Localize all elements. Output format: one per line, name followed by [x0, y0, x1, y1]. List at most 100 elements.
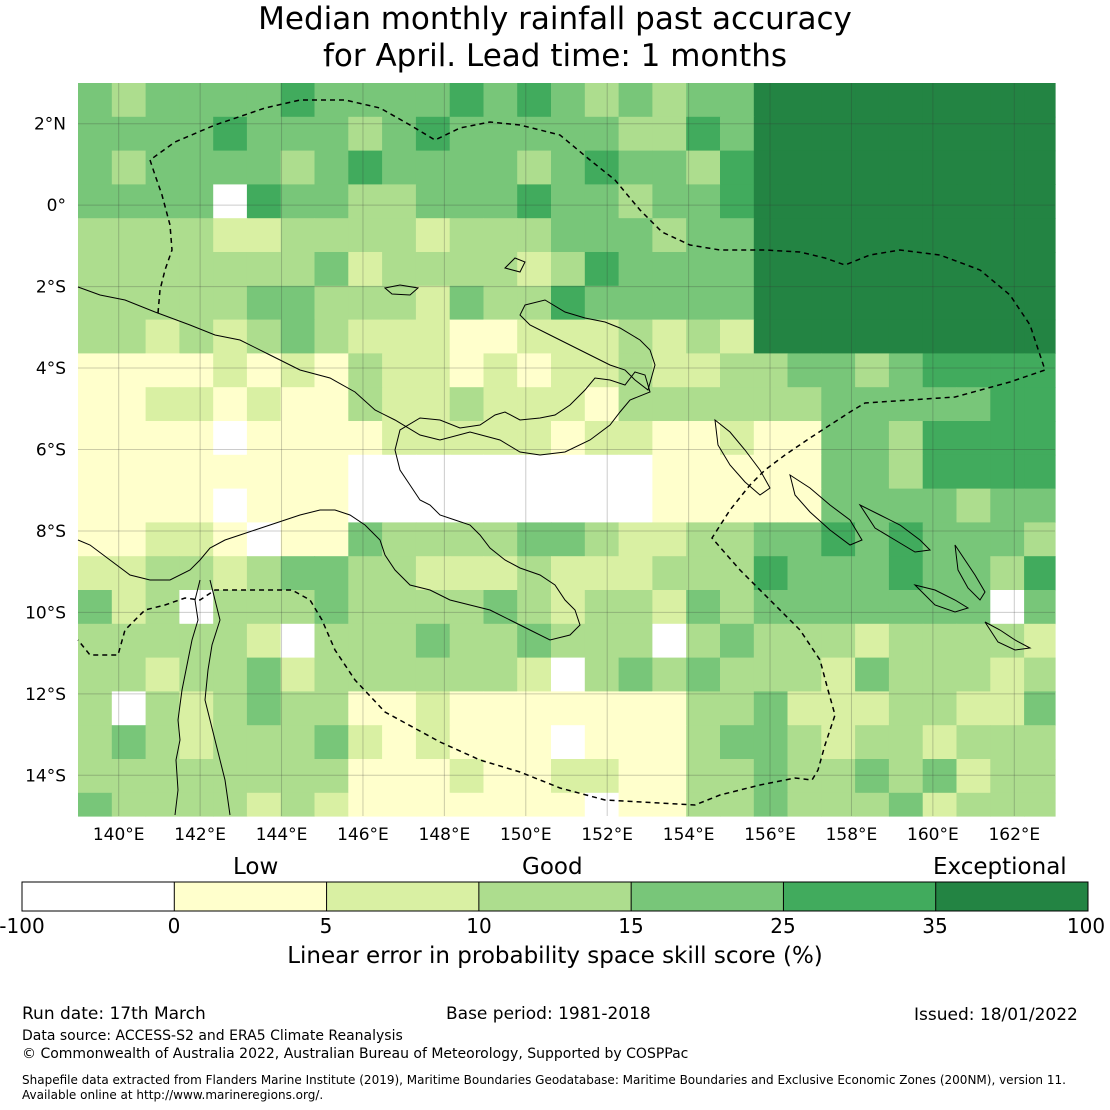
grid-cell	[855, 150, 890, 185]
grid-cell	[551, 623, 586, 659]
grid-cell	[348, 725, 383, 760]
grid-cell	[449, 454, 485, 490]
grid-cell	[483, 657, 518, 692]
grid-cell	[314, 691, 349, 726]
grid-cell	[382, 421, 417, 456]
grid-cell	[382, 657, 417, 692]
shapefile-credit-line-2: Available online at http://www.marinereg…	[22, 1088, 324, 1102]
grid-cell	[382, 623, 417, 659]
grid-cell	[78, 387, 113, 422]
manus-coastline	[383, 284, 420, 296]
grid-cell	[753, 116, 789, 152]
grid-cell	[179, 387, 214, 422]
grid-cell	[787, 285, 822, 321]
grid-cell	[990, 725, 1025, 760]
grid-cell	[720, 285, 755, 321]
grid-cell	[111, 556, 147, 591]
grid-cell	[720, 691, 755, 726]
grid-cell	[314, 218, 349, 253]
grid-cell	[753, 83, 789, 118]
grid-cell	[855, 252, 890, 287]
grid-cell	[618, 252, 653, 287]
grid-cell	[213, 319, 248, 354]
grid-cell	[720, 83, 755, 118]
grid-cell	[956, 353, 991, 388]
grid-cell	[78, 657, 113, 692]
coastlines	[77, 257, 1032, 816]
colorbar-tick-label: -100	[0, 914, 45, 938]
grid-cell	[652, 792, 687, 817]
grid-cell	[483, 285, 518, 321]
grid-cell	[483, 319, 518, 354]
grid-cell	[888, 83, 924, 118]
grid-cell	[956, 83, 991, 118]
grid-cell	[956, 759, 991, 794]
colorbar-tick-label: 100	[1066, 914, 1106, 938]
grid-cell	[686, 150, 721, 185]
grid-cell	[584, 184, 620, 219]
grid-cell	[821, 83, 856, 118]
grid-cell	[78, 421, 113, 456]
grid-cell	[922, 184, 958, 219]
grid-cell	[179, 319, 214, 354]
x-tick-label: 148°E	[419, 825, 471, 845]
grid-cell	[246, 590, 282, 625]
grid-cell	[888, 218, 924, 253]
grid-cell	[213, 353, 248, 388]
grid-cell	[652, 725, 687, 760]
grid-cell	[990, 218, 1025, 253]
grid-cell	[652, 759, 687, 794]
grid-cell	[280, 252, 316, 287]
grid-cell	[888, 623, 924, 659]
grid-cell	[888, 792, 924, 817]
grid-cell	[888, 691, 924, 726]
grid-cell	[584, 285, 620, 321]
grid-cell	[855, 590, 890, 625]
grid-cell	[720, 421, 755, 456]
grid-cell	[483, 150, 518, 185]
grid-cell	[483, 725, 518, 760]
grid-cell	[956, 252, 991, 287]
grid-cell	[483, 421, 518, 456]
grid-cell	[145, 83, 180, 118]
grid-cell	[415, 556, 451, 591]
grid-cell	[348, 150, 383, 185]
grid-cell	[720, 590, 755, 625]
grid-cell	[78, 319, 113, 354]
grid-cell	[720, 657, 755, 692]
grid-cell	[213, 590, 248, 625]
grid-cell	[787, 556, 822, 591]
grid-cell	[483, 184, 518, 219]
grid-cell	[652, 556, 687, 591]
grid-cell	[956, 623, 991, 659]
grid-cell	[78, 116, 113, 152]
grid-cell	[787, 116, 822, 152]
grid-cell	[280, 387, 316, 422]
grid-cell	[551, 488, 586, 523]
grid-cell	[956, 522, 991, 557]
grid-cell	[922, 353, 958, 388]
grid-cell	[888, 657, 924, 692]
grid-cell	[956, 387, 991, 422]
grid-cell	[449, 353, 485, 388]
x-tick-label: 152°E	[581, 825, 633, 845]
grid-cell	[179, 184, 214, 219]
grid-cell	[246, 184, 282, 219]
grid-cell	[922, 387, 958, 422]
grid-cell	[584, 691, 620, 726]
grid-cell	[246, 623, 282, 659]
grid-cell	[584, 218, 620, 253]
grid-cell	[1024, 691, 1056, 726]
grid-cell	[821, 252, 856, 287]
grid-cell	[111, 488, 147, 523]
grid-cell	[652, 116, 687, 152]
grid-cell	[855, 218, 890, 253]
grid-cell	[686, 421, 721, 456]
y-tick-label: 0°	[47, 196, 66, 216]
grid-cell	[382, 252, 417, 287]
grid-cell	[314, 522, 349, 557]
colorbar-category-exceptional: Exceptional	[933, 854, 1067, 880]
grid-cell	[78, 488, 113, 523]
grid-cell	[246, 150, 282, 185]
